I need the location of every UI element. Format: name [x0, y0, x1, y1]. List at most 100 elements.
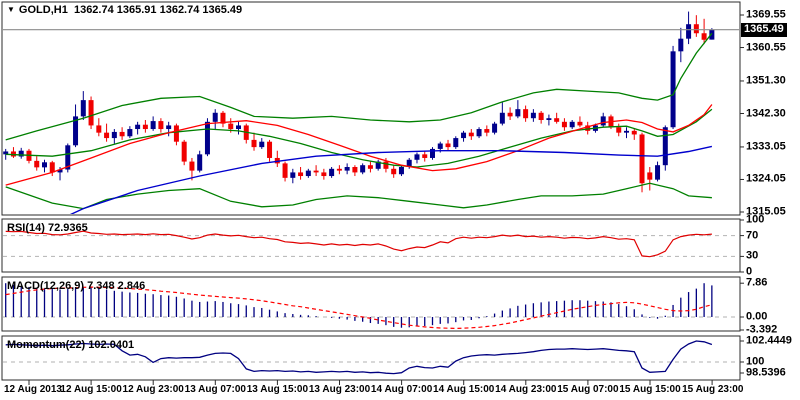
candle-body [484, 129, 490, 133]
candle-body [476, 129, 482, 137]
candle-body [631, 130, 637, 135]
candle-body [577, 121, 583, 126]
candle-body [515, 109, 521, 117]
candle-body [88, 100, 94, 126]
candle-body [499, 112, 505, 124]
candle-body [282, 163, 288, 178]
candle-body [600, 116, 606, 126]
candle-body [398, 166, 404, 175]
candle-body [127, 129, 133, 137]
candle-body [507, 112, 513, 117]
candle-body [430, 148, 435, 158]
candle-body [65, 145, 71, 170]
candle-body [251, 139, 257, 148]
candle-body [639, 134, 645, 184]
candle-body [352, 166, 358, 173]
candle-body [569, 121, 575, 128]
candle-body [73, 116, 79, 146]
momentum-panel[interactable] [1, 335, 741, 381]
candle-body [111, 131, 117, 139]
candle-body [647, 172, 653, 180]
candle-body [259, 141, 265, 148]
candle-body [305, 170, 311, 177]
candle-body [624, 130, 629, 133]
candle-body [173, 125, 179, 142]
candle-body [212, 112, 218, 122]
candle-body [267, 141, 273, 158]
candle-body [678, 38, 684, 52]
candle-body [492, 123, 498, 133]
candle-body [329, 168, 335, 177]
candle-body [197, 154, 203, 171]
candle-body [313, 170, 319, 173]
candle-body [693, 24, 699, 34]
candle-body [166, 125, 172, 130]
candle-body [135, 124, 141, 130]
candle-body [290, 172, 296, 178]
overlay-lines-layer [5, 32, 713, 214]
candle-body [670, 51, 676, 128]
candle-body [422, 154, 428, 158]
candle-body [49, 162, 55, 173]
rsi-line [5, 230, 712, 258]
ma-fast-red-line [5, 104, 713, 186]
candle-body [546, 118, 552, 121]
candle-body [57, 169, 63, 173]
candle-body [662, 127, 668, 166]
candle-body [150, 121, 156, 130]
candle-body [375, 161, 381, 169]
candle-body [468, 132, 474, 137]
candle-body [686, 24, 692, 39]
candle-body [414, 154, 420, 160]
candle-body [142, 124, 148, 130]
candle-body [181, 141, 187, 162]
bb-lower-line [5, 182, 712, 210]
candle-body [554, 118, 560, 122]
candlestick-layer [3, 11, 715, 193]
candle-body [298, 172, 304, 177]
candle-body [383, 161, 389, 169]
candle-body [42, 162, 47, 168]
candle-body [336, 168, 342, 171]
candle-body [445, 143, 451, 148]
candle-body [321, 172, 327, 177]
ma-slow-blue-line [69, 145, 713, 214]
candle-body [220, 112, 226, 124]
candle-body [236, 125, 241, 130]
candle-body [119, 131, 125, 137]
momentum-line [5, 340, 713, 375]
candle-body [561, 121, 567, 128]
bb-upper-line [5, 32, 713, 141]
candle-body [538, 112, 544, 121]
candle-body [18, 150, 24, 157]
candle-body [344, 166, 350, 171]
candle-body [104, 132, 110, 139]
main-panel[interactable] [1, 1, 741, 216]
candle-body [655, 165, 661, 180]
candle-body [437, 143, 443, 149]
candle-body [367, 165, 373, 169]
candle-body [709, 29, 715, 40]
candle-body [360, 165, 366, 173]
candle-body [406, 159, 412, 167]
candle-body [204, 121, 210, 155]
candle-body [189, 161, 195, 171]
candle-body [453, 138, 459, 148]
candle-body [80, 100, 86, 117]
candle-body [158, 121, 164, 130]
macd-histogram [5, 283, 713, 328]
candle-body [391, 168, 397, 175]
candle-body [461, 132, 467, 139]
candle-body [701, 33, 707, 40]
candle-body [34, 160, 40, 168]
candle-body [530, 112, 536, 119]
candle-body [616, 127, 622, 133]
candle-body [3, 151, 9, 155]
candle-body [585, 125, 591, 131]
macd-panel[interactable] [1, 276, 741, 332]
candle-body [228, 123, 234, 130]
candle-body [96, 125, 102, 133]
candle-body [523, 109, 529, 119]
